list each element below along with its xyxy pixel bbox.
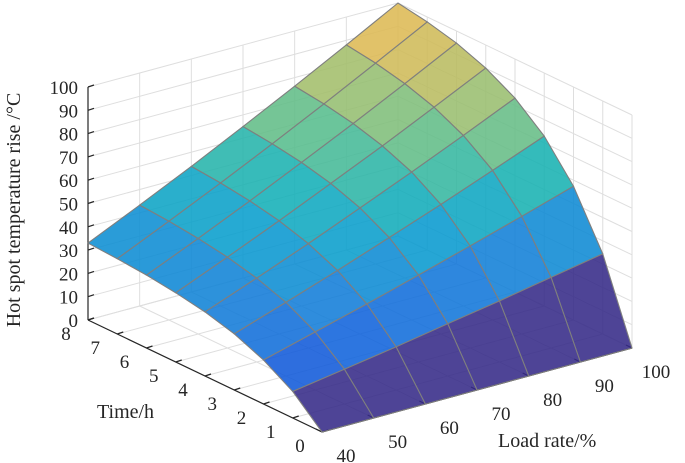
x-tick-label: 60 xyxy=(440,418,459,439)
y-tick-label: 6 xyxy=(120,352,130,373)
tick-labels: 0102030405060708090100012345678405060708… xyxy=(50,78,671,463)
z-tick xyxy=(87,224,95,228)
z-tick xyxy=(87,154,95,158)
y-tick-label: 4 xyxy=(178,380,188,401)
y-tick-label: 7 xyxy=(91,338,101,359)
z-tick-label: 50 xyxy=(59,195,78,216)
z-tick-label: 10 xyxy=(59,288,78,309)
y-tick-label: 8 xyxy=(61,324,71,345)
z-tick xyxy=(87,131,95,135)
x-tick-label: 90 xyxy=(595,376,614,397)
x-tick-label: 40 xyxy=(337,446,356,463)
y-tick xyxy=(263,401,270,405)
y-axis-label: Time/h xyxy=(97,401,154,423)
z-tick xyxy=(87,294,95,298)
z-axis-label: Hot spot temperature rise /°C xyxy=(3,93,25,328)
y-tick-label: 2 xyxy=(237,408,247,429)
x-tick-label: 70 xyxy=(492,404,511,425)
z-tick xyxy=(87,107,95,111)
z-tick xyxy=(87,270,95,274)
y-tick xyxy=(117,331,124,335)
surface xyxy=(86,2,633,433)
z-tick-label: 40 xyxy=(59,218,78,239)
y-tick xyxy=(175,359,182,363)
z-tick-label: 30 xyxy=(59,241,78,262)
z-tick-label: 60 xyxy=(59,171,78,192)
z-tick-label: 70 xyxy=(59,148,78,169)
y-tick xyxy=(292,415,299,419)
z-tick-label: 90 xyxy=(59,101,78,122)
y-tick xyxy=(234,387,241,391)
surface-patch xyxy=(291,368,375,433)
z-tick xyxy=(87,84,95,88)
y-tick-label: 3 xyxy=(208,394,218,415)
z-tick-label: 0 xyxy=(69,311,79,332)
y-tick xyxy=(87,317,95,321)
z-tick xyxy=(87,247,95,251)
x-tick-label: 100 xyxy=(642,362,671,383)
z-tick xyxy=(87,200,95,205)
z-tick-label: 80 xyxy=(59,125,78,146)
z-tick xyxy=(87,177,95,181)
z-tick-label: 100 xyxy=(50,78,79,99)
y-tick-label: 1 xyxy=(266,422,276,443)
x-tick-label: 80 xyxy=(543,390,562,411)
y-tick xyxy=(146,345,153,349)
y-tick-label: 5 xyxy=(149,366,159,387)
z-tick-label: 20 xyxy=(59,264,78,285)
x-tick-label: 50 xyxy=(388,432,407,453)
y-tick xyxy=(204,373,212,377)
y-tick-label: 0 xyxy=(295,436,305,457)
x-axis-label: Load rate/% xyxy=(498,430,596,452)
